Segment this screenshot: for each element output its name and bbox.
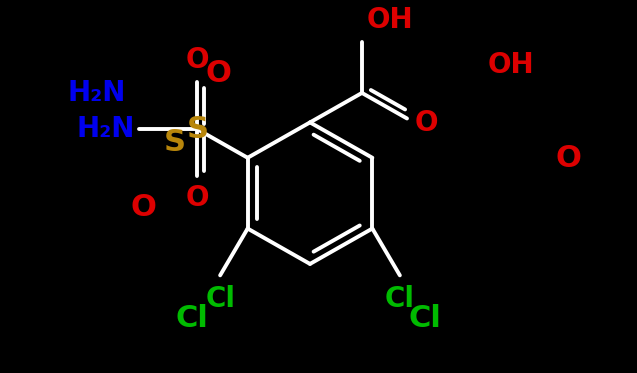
Text: S: S	[187, 115, 208, 144]
Text: S: S	[164, 128, 186, 157]
Text: H₂N: H₂N	[68, 79, 126, 107]
Text: OH: OH	[488, 51, 534, 79]
Text: H₂N: H₂N	[76, 115, 134, 143]
Text: O: O	[415, 109, 438, 137]
Text: O: O	[205, 59, 231, 88]
Text: OH: OH	[367, 6, 413, 34]
Text: Cl: Cl	[176, 304, 208, 333]
Text: Cl: Cl	[205, 285, 235, 313]
Text: O: O	[185, 46, 209, 74]
Text: Cl: Cl	[385, 285, 415, 313]
Text: O: O	[555, 144, 581, 173]
Text: Cl: Cl	[408, 304, 441, 333]
Text: O: O	[185, 184, 209, 212]
Text: O: O	[130, 194, 156, 222]
